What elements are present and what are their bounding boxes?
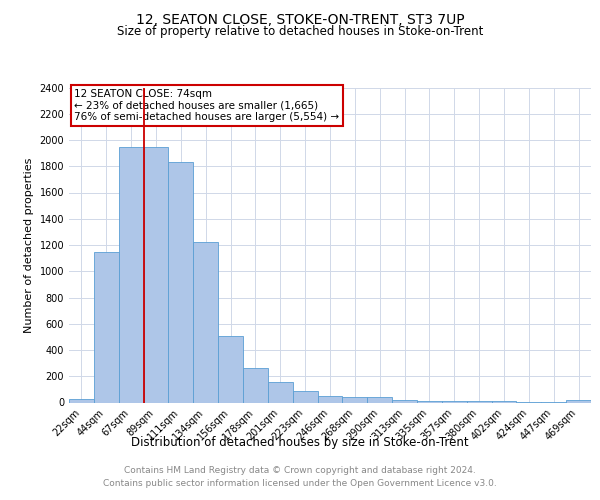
Bar: [119, 146, 143, 402]
Bar: [169, 162, 193, 402]
Bar: [243, 368, 268, 402]
Bar: [367, 397, 392, 402]
Y-axis label: Number of detached properties: Number of detached properties: [24, 158, 34, 332]
Bar: [268, 382, 293, 402]
Text: Contains public sector information licensed under the Open Government Licence v3: Contains public sector information licen…: [103, 478, 497, 488]
Bar: [293, 391, 317, 402]
Bar: [442, 401, 467, 402]
Bar: [392, 400, 417, 402]
Bar: [143, 146, 169, 402]
Text: 12, SEATON CLOSE, STOKE-ON-TRENT, ST3 7UP: 12, SEATON CLOSE, STOKE-ON-TRENT, ST3 7U…: [136, 12, 464, 26]
Text: Distribution of detached houses by size in Stoke-on-Trent: Distribution of detached houses by size …: [131, 436, 469, 449]
Text: 12 SEATON CLOSE: 74sqm
← 23% of detached houses are smaller (1,665)
76% of semi-: 12 SEATON CLOSE: 74sqm ← 23% of detached…: [74, 89, 340, 122]
Text: Size of property relative to detached houses in Stoke-on-Trent: Size of property relative to detached ho…: [117, 25, 483, 38]
Bar: [193, 242, 218, 402]
Text: Contains HM Land Registry data © Crown copyright and database right 2024.: Contains HM Land Registry data © Crown c…: [124, 466, 476, 475]
Bar: [69, 398, 94, 402]
Bar: [566, 400, 591, 402]
Bar: [417, 400, 442, 402]
Bar: [218, 336, 243, 402]
Bar: [94, 252, 119, 402]
Bar: [317, 396, 343, 402]
Bar: [343, 397, 367, 402]
